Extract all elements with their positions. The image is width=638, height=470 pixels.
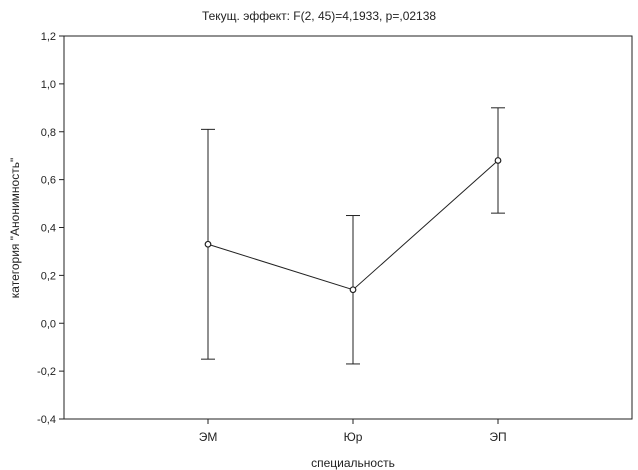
x-axis-label: специальность (311, 456, 395, 470)
y-tick-label: 1,2 (41, 31, 56, 43)
y-tick-label: 0,0 (41, 318, 56, 330)
y-tick-label: 0,4 (41, 223, 56, 235)
plot-frame (63, 35, 633, 420)
y-tick-label: -0,4 (37, 414, 56, 426)
y-tick-label: 0,2 (41, 270, 56, 282)
data-point (494, 157, 502, 164)
y-tick-label: 0,6 (41, 175, 56, 187)
y-tick-label: 0,8 (41, 127, 56, 139)
x-tick-label: ЭМ (199, 430, 218, 444)
x-tick-label: Юр (344, 430, 363, 444)
data-point (349, 286, 357, 294)
plot-area: -0,4 -0,2 0,0 0,2 0,4 0,6 0,8 1,0 1,2 ЭМ Юр ЭП (37, 31, 633, 444)
y-tick-label: 1,0 (41, 79, 56, 91)
y-tick-label: -0,2 (37, 366, 56, 378)
data-point (204, 240, 212, 248)
y-axis-label: категория "Анонимность" (8, 158, 22, 298)
chart-title: Текущ. эффект: F(2, 45)=4,1933, p=,02138 (202, 9, 436, 23)
x-tick-label: ЭП (489, 430, 506, 444)
